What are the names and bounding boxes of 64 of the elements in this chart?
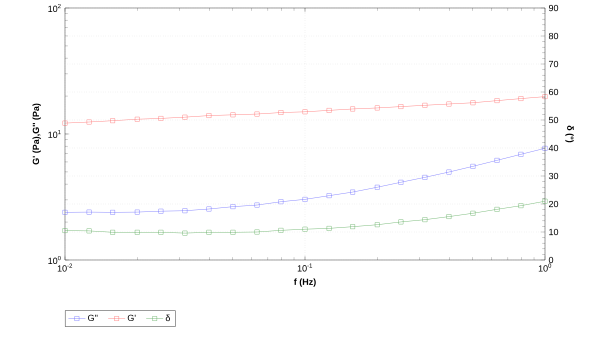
point (278, 199, 284, 204)
legend-label: G'' (88, 314, 98, 322)
y-tick-label: 10$^{2}$ (48, 4, 61, 12)
x-tick-label: 10$^{-1}$ (298, 264, 312, 272)
point (374, 106, 380, 110)
point (110, 210, 116, 215)
y2-tick-label: 40 (548, 144, 558, 152)
point (158, 208, 164, 214)
point (398, 180, 404, 185)
point (326, 108, 332, 113)
point (518, 96, 524, 101)
y2-tick-label: 30 (548, 172, 558, 180)
point (134, 116, 140, 122)
point (182, 208, 188, 214)
y2-tick-label: 60 (548, 88, 558, 96)
point (110, 118, 116, 124)
point (158, 116, 164, 121)
y2-tick-label: 50 (548, 116, 558, 124)
point (494, 98, 500, 104)
point (182, 114, 188, 120)
point (62, 120, 68, 126)
y-tick-label: 10$^{1}$ (48, 130, 61, 138)
point (518, 152, 524, 157)
point (206, 206, 212, 212)
y2-tick-label: 90 (548, 4, 558, 12)
y2-tick-label: 0 (548, 256, 554, 264)
x-tick-label: 10$^{-2}$ (58, 264, 72, 272)
x-tick-label: 10$^{0}$ (538, 264, 552, 272)
point (326, 193, 332, 198)
point (230, 204, 236, 210)
y2-tick-label: 20 (548, 200, 558, 208)
point (62, 210, 68, 215)
point (278, 110, 284, 115)
y-tick-label: 10$^{0}$ (48, 256, 61, 264)
point (374, 184, 380, 190)
point (302, 196, 308, 202)
y2-axis-title: δ (°) (565, 126, 574, 142)
point (254, 202, 260, 208)
point (86, 120, 92, 124)
point (446, 170, 452, 174)
point (542, 94, 548, 100)
point (302, 109, 308, 114)
y-axis-title: G' (Pa),G'' (Pa) (32, 104, 41, 164)
point (542, 146, 548, 151)
y2-tick-label: 10 (549, 228, 558, 236)
point (254, 112, 260, 116)
x-axis-title: f (Hz) (294, 278, 316, 287)
point (398, 104, 404, 109)
point (470, 100, 476, 106)
point (422, 102, 428, 108)
point (470, 164, 476, 169)
point (422, 174, 428, 180)
point (134, 210, 140, 214)
point (86, 210, 92, 214)
legend-label: G' (128, 314, 136, 322)
point (230, 112, 236, 118)
point (206, 113, 212, 118)
point (350, 190, 356, 194)
point (494, 158, 500, 163)
y2-tick-label: 80 (548, 32, 558, 40)
legend-label: δ (166, 314, 170, 322)
point (446, 102, 452, 106)
point (350, 106, 356, 112)
y2-tick-label: 70 (548, 60, 558, 68)
